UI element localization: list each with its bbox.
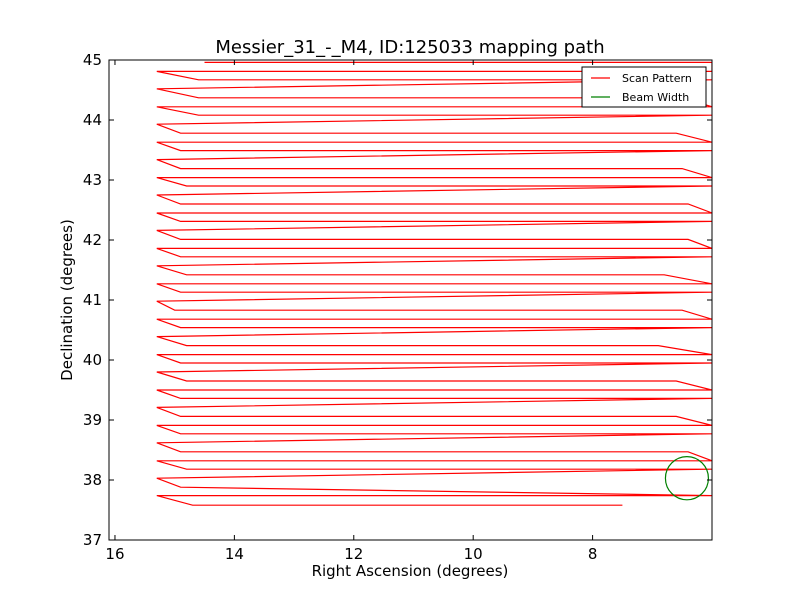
x-axis-title: Right Ascension (degrees) — [312, 562, 509, 580]
x-tick-label: 14 — [225, 545, 244, 563]
y-tick-label: 38 — [83, 471, 102, 489]
x-tick-label: 16 — [105, 545, 124, 563]
y-tick-label: 37 — [83, 531, 102, 549]
series-scan-pattern-line — [156, 61, 712, 506]
legend-label: Beam Width — [622, 91, 689, 104]
y-tick-label: 40 — [83, 351, 102, 369]
x-tick-label: 10 — [464, 545, 483, 563]
legend-box — [581, 66, 707, 108]
legend: Scan Pattern Beam Width — [581, 66, 707, 108]
legend-label: Scan Pattern — [622, 72, 692, 85]
y-tick-label: 41 — [83, 291, 102, 309]
x-tick-label: 8 — [588, 545, 598, 563]
axes: 16 14 12 10 8 37 38 39 40 41 42 43 44 45 — [83, 51, 713, 563]
plot-area — [156, 61, 712, 506]
y-tick-label: 44 — [83, 111, 102, 129]
y-axis-title: Declination (degrees) — [58, 219, 76, 381]
y-tick-label: 39 — [83, 411, 102, 429]
chart-title: Messier_31_-_M4, ID:125033 mapping path — [215, 37, 604, 58]
series-beam-width-circle — [664, 456, 710, 501]
y-tick-label: 45 — [83, 51, 102, 69]
y-tick-label: 43 — [83, 171, 102, 189]
y-tick-label: 42 — [83, 231, 102, 249]
x-tick-label: 12 — [344, 545, 363, 563]
